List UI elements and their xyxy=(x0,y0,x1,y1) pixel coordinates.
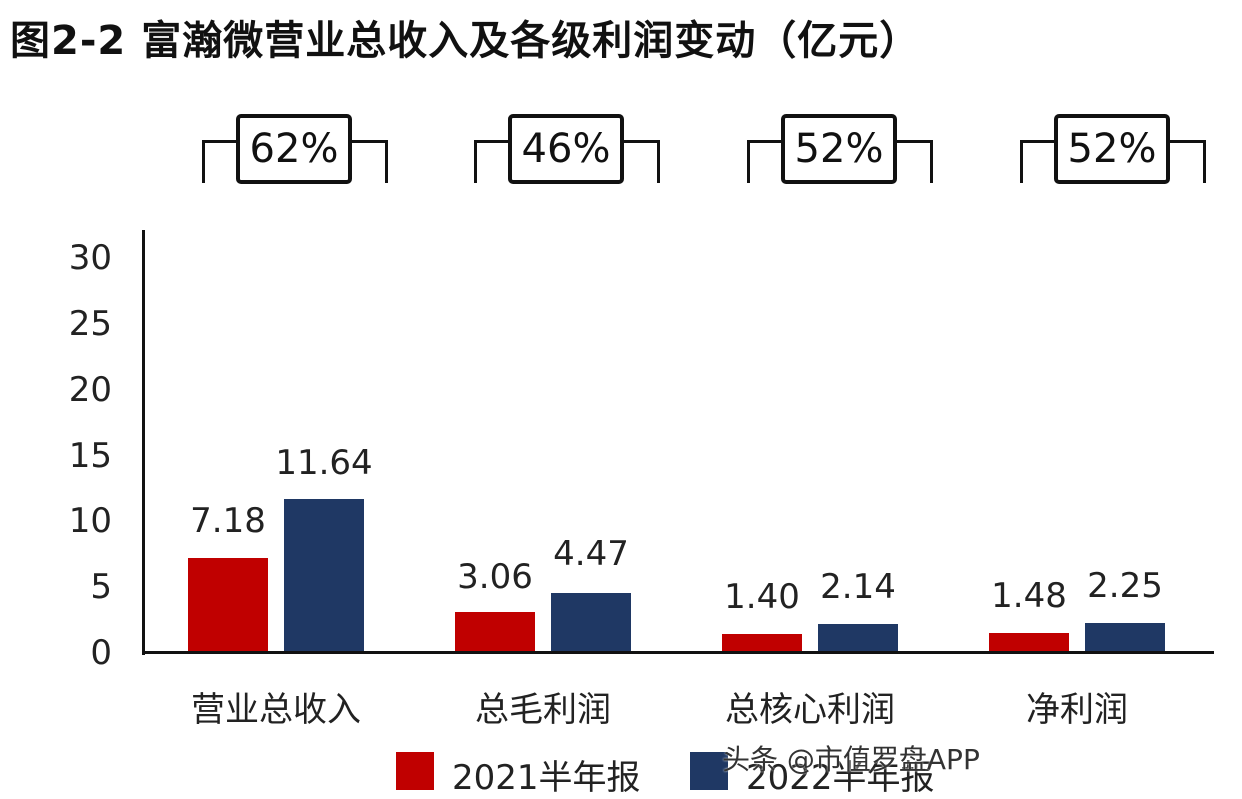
value-label: 11.64 xyxy=(275,443,373,483)
bar-2022-net-profit xyxy=(1085,623,1165,653)
growth-bracket: 46% xyxy=(474,112,660,184)
value-label: 2.25 xyxy=(1087,566,1163,606)
y-tick: 15 xyxy=(68,436,112,476)
x-category: 营业总收入 xyxy=(191,690,361,730)
value-label: 7.18 xyxy=(190,501,266,541)
bar-2021-core-profit xyxy=(722,634,802,653)
value-label: 1.40 xyxy=(724,577,800,617)
chart-title: 图2-2 富瀚微营业总收入及各级利润变动（亿元） xyxy=(10,18,921,64)
x-category: 总核心利润 xyxy=(725,690,895,730)
x-axis-line xyxy=(142,651,1214,654)
y-tick: 20 xyxy=(68,370,112,410)
value-label: 2.14 xyxy=(820,567,896,607)
bar-2021-gross-profit xyxy=(455,612,535,653)
growth-label: 62% xyxy=(236,114,352,184)
growth-bracket: 52% xyxy=(1020,112,1206,184)
bar-2022-gross-profit xyxy=(551,593,631,653)
bar-2022-core-profit xyxy=(818,624,898,653)
legend-label-2022: 2022半年报 xyxy=(746,758,935,798)
x-category: 净利润 xyxy=(1026,690,1128,730)
bar-2022-revenue xyxy=(284,499,364,653)
y-tick: 30 xyxy=(68,238,112,278)
watermark: 头条 @市值罗盘APP xyxy=(722,743,980,776)
growth-label: 52% xyxy=(1054,114,1170,184)
value-label: 1.48 xyxy=(991,576,1067,616)
y-tick: 10 xyxy=(68,501,112,541)
x-category: 总毛利润 xyxy=(475,690,611,730)
y-axis-line xyxy=(142,230,145,655)
y-tick: 25 xyxy=(68,304,112,344)
value-label: 4.47 xyxy=(553,534,629,574)
legend-label-2021: 2021半年报 xyxy=(452,758,641,798)
growth-bracket: 52% xyxy=(747,112,933,184)
legend-swatch-2021 xyxy=(396,752,434,790)
value-label: 3.06 xyxy=(457,557,533,597)
growth-label: 52% xyxy=(781,114,897,184)
legend-swatch-2022 xyxy=(690,752,728,790)
bar-2021-net-profit xyxy=(989,633,1069,653)
y-tick: 5 xyxy=(90,567,112,607)
bar-2021-revenue xyxy=(188,558,268,653)
growth-bracket: 62% xyxy=(202,112,388,184)
y-tick: 0 xyxy=(90,633,112,673)
growth-label: 46% xyxy=(508,114,624,184)
